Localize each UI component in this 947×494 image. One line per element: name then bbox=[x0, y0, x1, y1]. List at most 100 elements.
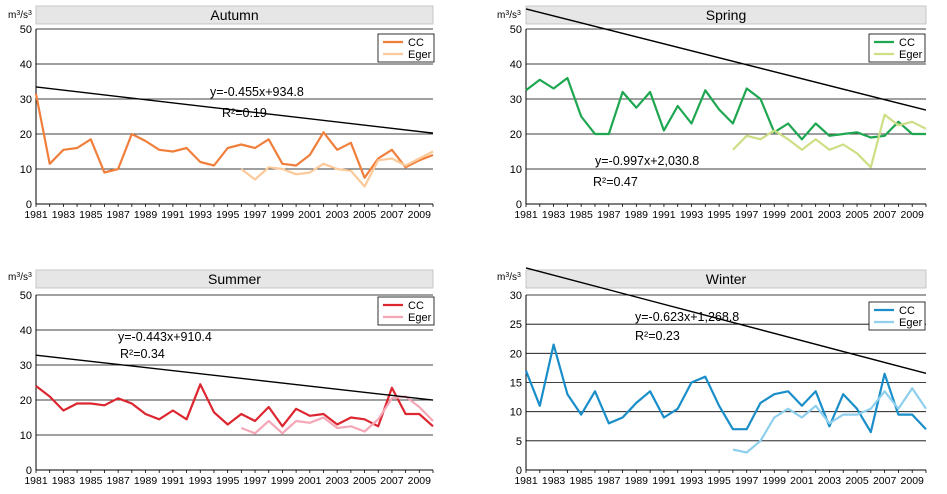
autumn-series-eger-line bbox=[240, 150, 434, 188]
winter-xtick-label: 1985 bbox=[569, 475, 593, 487]
summer-title-bar bbox=[35, 269, 434, 289]
summer-ytick-label: 10 bbox=[20, 430, 32, 442]
summer-xtick-label: 1993 bbox=[189, 475, 213, 487]
winter-xtick-label: 2001 bbox=[790, 475, 814, 487]
autumn-xtick-label: 1983 bbox=[52, 209, 76, 221]
spring-trend-equation: y=-0.997x+2,030.8 bbox=[595, 154, 699, 168]
autumn-xtick-label: 1997 bbox=[243, 209, 267, 221]
autumn-xtick-label: 2009 bbox=[408, 209, 432, 221]
summer-xtick-label: 1985 bbox=[79, 475, 103, 487]
winter-xtick-label: 1991 bbox=[652, 475, 676, 487]
autumn-chart: Autumn m3/s3 0 10 20 30 40 50 1981 1983 1985 1987 19… bbox=[8, 5, 435, 221]
autumn-ytick-label: 10 bbox=[20, 164, 32, 176]
spring-xtick-label: 1987 bbox=[597, 209, 621, 221]
autumn-xtick-label: 2001 bbox=[298, 209, 322, 221]
spring-ytick-label: 10 bbox=[510, 164, 522, 176]
spring-chart: Spring m3/s3 0 10 20 30 40 50 1981 1983 1985 1987 19… bbox=[497, 5, 927, 221]
winter-title: Winter bbox=[706, 271, 747, 287]
autumn-ytick-label: 50 bbox=[20, 24, 32, 36]
spring-ytick-label: 40 bbox=[510, 59, 522, 71]
spring-legend-label-eger: Eger bbox=[899, 49, 923, 61]
summer-xtick-label: 2009 bbox=[408, 475, 432, 487]
spring-series-eger-line bbox=[732, 113, 927, 169]
spring-xtick-label: 1989 bbox=[625, 209, 649, 221]
autumn-ytick-label: 20 bbox=[20, 129, 32, 141]
summer-ytick-label: 0 bbox=[26, 465, 32, 477]
summer-xtick-label: 1991 bbox=[161, 475, 185, 487]
spring-xtick-label: 1983 bbox=[542, 209, 566, 221]
summer-legend-label-cc: CC bbox=[408, 300, 424, 312]
winter-xtick-label: 1987 bbox=[597, 475, 621, 487]
winter-xtick-label: 1997 bbox=[735, 475, 759, 487]
spring-legend-label-cc: CC bbox=[899, 37, 915, 49]
autumn-ytick-label: 30 bbox=[20, 94, 32, 106]
winter-legend-label-eger: Eger bbox=[899, 317, 923, 329]
winter-legend-box bbox=[868, 301, 926, 331]
autumn-legend-box bbox=[377, 33, 435, 63]
autumn-ylabel: m3/s3 bbox=[8, 10, 32, 22]
spring-xtick-label: 1999 bbox=[763, 209, 787, 221]
autumn-xtick-label: 1989 bbox=[134, 209, 158, 221]
spring-r-squared: R²=0.47 bbox=[593, 175, 638, 189]
autumn-legend-label-eger: Eger bbox=[408, 49, 432, 61]
spring-trendline bbox=[525, 8, 927, 111]
summer-legend-label-eger: Eger bbox=[408, 312, 432, 324]
summer-xtick-label: 2005 bbox=[353, 475, 377, 487]
summer-xtick-label: 1995 bbox=[216, 475, 240, 487]
autumn-title-bar bbox=[35, 5, 434, 25]
spring-xtick-label: 1985 bbox=[569, 209, 593, 221]
winter-xtick-label: 2007 bbox=[873, 475, 897, 487]
autumn-xtick-label: 2003 bbox=[325, 209, 349, 221]
autumn-ytick-label: 40 bbox=[20, 59, 32, 71]
winter-ylabel: m3/s3 bbox=[497, 272, 521, 284]
summer-ytick-label: 40 bbox=[20, 325, 32, 337]
winter-xtick-label: 1989 bbox=[625, 475, 649, 487]
winter-chart: Winter m3/s3 0 5 10 15 20 25 30 1981 1983 1985 1987 1… bbox=[497, 267, 927, 487]
spring-title-bar bbox=[525, 5, 927, 25]
spring-xtick-label: 2005 bbox=[845, 209, 869, 221]
summer-title: Summer bbox=[208, 271, 261, 287]
winter-ytick-label: 30 bbox=[510, 290, 522, 302]
autumn-xtick-label: 1985 bbox=[79, 209, 103, 221]
winter-xtick-label: 1981 bbox=[514, 475, 538, 487]
winter-ytick-label: 15 bbox=[510, 378, 522, 390]
autumn-xtick-label: 1993 bbox=[189, 209, 213, 221]
summer-xtick-label: 2001 bbox=[298, 475, 322, 487]
winter-ytick-label: 5 bbox=[516, 436, 522, 448]
spring-ytick-label: 50 bbox=[510, 24, 522, 36]
summer-chart: Summer m3/s3 0 10 20 30 40 50 1981 1983 1985 1987 19… bbox=[8, 269, 435, 487]
spring-xtick-label: 1997 bbox=[735, 209, 759, 221]
spring-xtick-label: 2003 bbox=[818, 209, 842, 221]
summer-xtick-label: 2007 bbox=[380, 475, 404, 487]
winter-xtick-label: 1993 bbox=[680, 475, 704, 487]
summer-xtick-label: 2003 bbox=[325, 475, 349, 487]
summer-ytick-label: 30 bbox=[20, 360, 32, 372]
spring-xtick-label: 2001 bbox=[790, 209, 814, 221]
winter-trend-equation: y=-0.623x+1,268.8 bbox=[635, 310, 739, 324]
autumn-xtick-label: 1991 bbox=[161, 209, 185, 221]
winter-series-eger-line bbox=[732, 387, 927, 454]
winter-title-bar bbox=[525, 269, 927, 289]
winter-xtick-label: 2009 bbox=[901, 475, 925, 487]
winter-ytick-label: 10 bbox=[510, 407, 522, 419]
autumn-series-cc-line bbox=[34, 93, 434, 179]
winter-xtick-label: 1983 bbox=[542, 475, 566, 487]
winter-ytick-label: 0 bbox=[516, 465, 522, 477]
autumn-xtick-label: 1987 bbox=[106, 209, 130, 221]
winter-xtick-label: 1999 bbox=[763, 475, 787, 487]
spring-xtick-label: 1981 bbox=[514, 209, 538, 221]
autumn-xtick-label: 1999 bbox=[271, 209, 295, 221]
winter-trendline bbox=[525, 267, 927, 375]
winter-ytick-label: 25 bbox=[510, 319, 522, 331]
summer-series-eger-line bbox=[240, 395, 434, 435]
winter-r-squared: R²=0.23 bbox=[635, 329, 680, 343]
summer-xtick-label: 1997 bbox=[243, 475, 267, 487]
autumn-r-squared: R²=0.19 bbox=[222, 106, 267, 120]
spring-ylabel: m3/s3 bbox=[497, 10, 521, 22]
spring-title: Spring bbox=[706, 7, 746, 23]
spring-ytick-label: 0 bbox=[516, 199, 522, 211]
summer-series-cc-line bbox=[35, 383, 434, 428]
